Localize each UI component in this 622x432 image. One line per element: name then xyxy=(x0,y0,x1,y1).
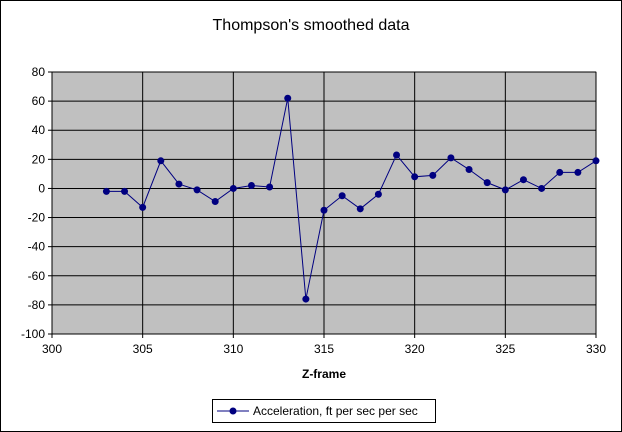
x-tick-label: 305 xyxy=(133,342,153,356)
data-point xyxy=(374,190,382,198)
data-point xyxy=(247,182,255,190)
y-tick-label: -40 xyxy=(28,240,46,254)
data-point xyxy=(121,187,129,195)
data-point xyxy=(157,157,165,165)
data-point xyxy=(556,168,564,176)
series-layer xyxy=(102,94,600,303)
data-point xyxy=(229,184,237,192)
y-tick-label: 0 xyxy=(38,181,45,195)
y-axis-ticks: 80 60 40 20 0 -20 -40 -60 -80 -100 xyxy=(21,65,52,341)
data-point xyxy=(211,198,219,206)
x-tick-label: 300 xyxy=(42,342,62,356)
y-tick-label: -100 xyxy=(21,327,45,341)
x-tick-label: 330 xyxy=(586,342,606,356)
data-point xyxy=(266,183,274,191)
x-tick-label: 310 xyxy=(223,342,243,356)
data-point xyxy=(284,94,292,102)
data-point xyxy=(356,205,364,213)
y-tick-label: 80 xyxy=(32,65,46,79)
data-point xyxy=(465,166,473,174)
data-point xyxy=(447,154,455,162)
legend-label: Acceleration, ft per sec per sec xyxy=(253,404,418,418)
data-point xyxy=(519,176,527,184)
x-tick-label: 320 xyxy=(405,342,425,356)
y-tick-label: 40 xyxy=(32,123,46,137)
data-point xyxy=(193,186,201,194)
x-axis-title: Z-frame xyxy=(302,367,346,381)
x-tick-label: 315 xyxy=(314,342,334,356)
y-tick-label: 60 xyxy=(32,94,46,108)
data-point xyxy=(139,203,147,211)
data-point xyxy=(393,151,401,159)
data-point xyxy=(411,173,419,181)
data-point xyxy=(538,184,546,192)
data-point xyxy=(102,187,110,195)
y-tick-label: 20 xyxy=(32,152,46,166)
data-point xyxy=(429,171,437,179)
y-tick-label: -80 xyxy=(28,298,46,312)
x-axis-ticks: 300 305 310 315 320 325 330 xyxy=(42,334,606,356)
data-point xyxy=(574,168,582,176)
grid-lines xyxy=(51,71,597,335)
data-point xyxy=(501,186,509,194)
y-tick-label: -60 xyxy=(28,269,46,283)
legend-marker-icon xyxy=(217,407,249,415)
data-point xyxy=(592,157,600,165)
data-point xyxy=(302,295,310,303)
series-line xyxy=(106,98,597,300)
chart-title: Thompson's smoothed data xyxy=(212,17,410,34)
data-point xyxy=(338,192,346,200)
data-point xyxy=(320,206,328,214)
legend: Acceleration, ft per sec per sec xyxy=(212,399,436,423)
y-tick-label: -20 xyxy=(28,211,46,225)
data-point xyxy=(483,179,491,187)
data-point xyxy=(175,180,183,188)
x-tick-label: 325 xyxy=(495,342,515,356)
